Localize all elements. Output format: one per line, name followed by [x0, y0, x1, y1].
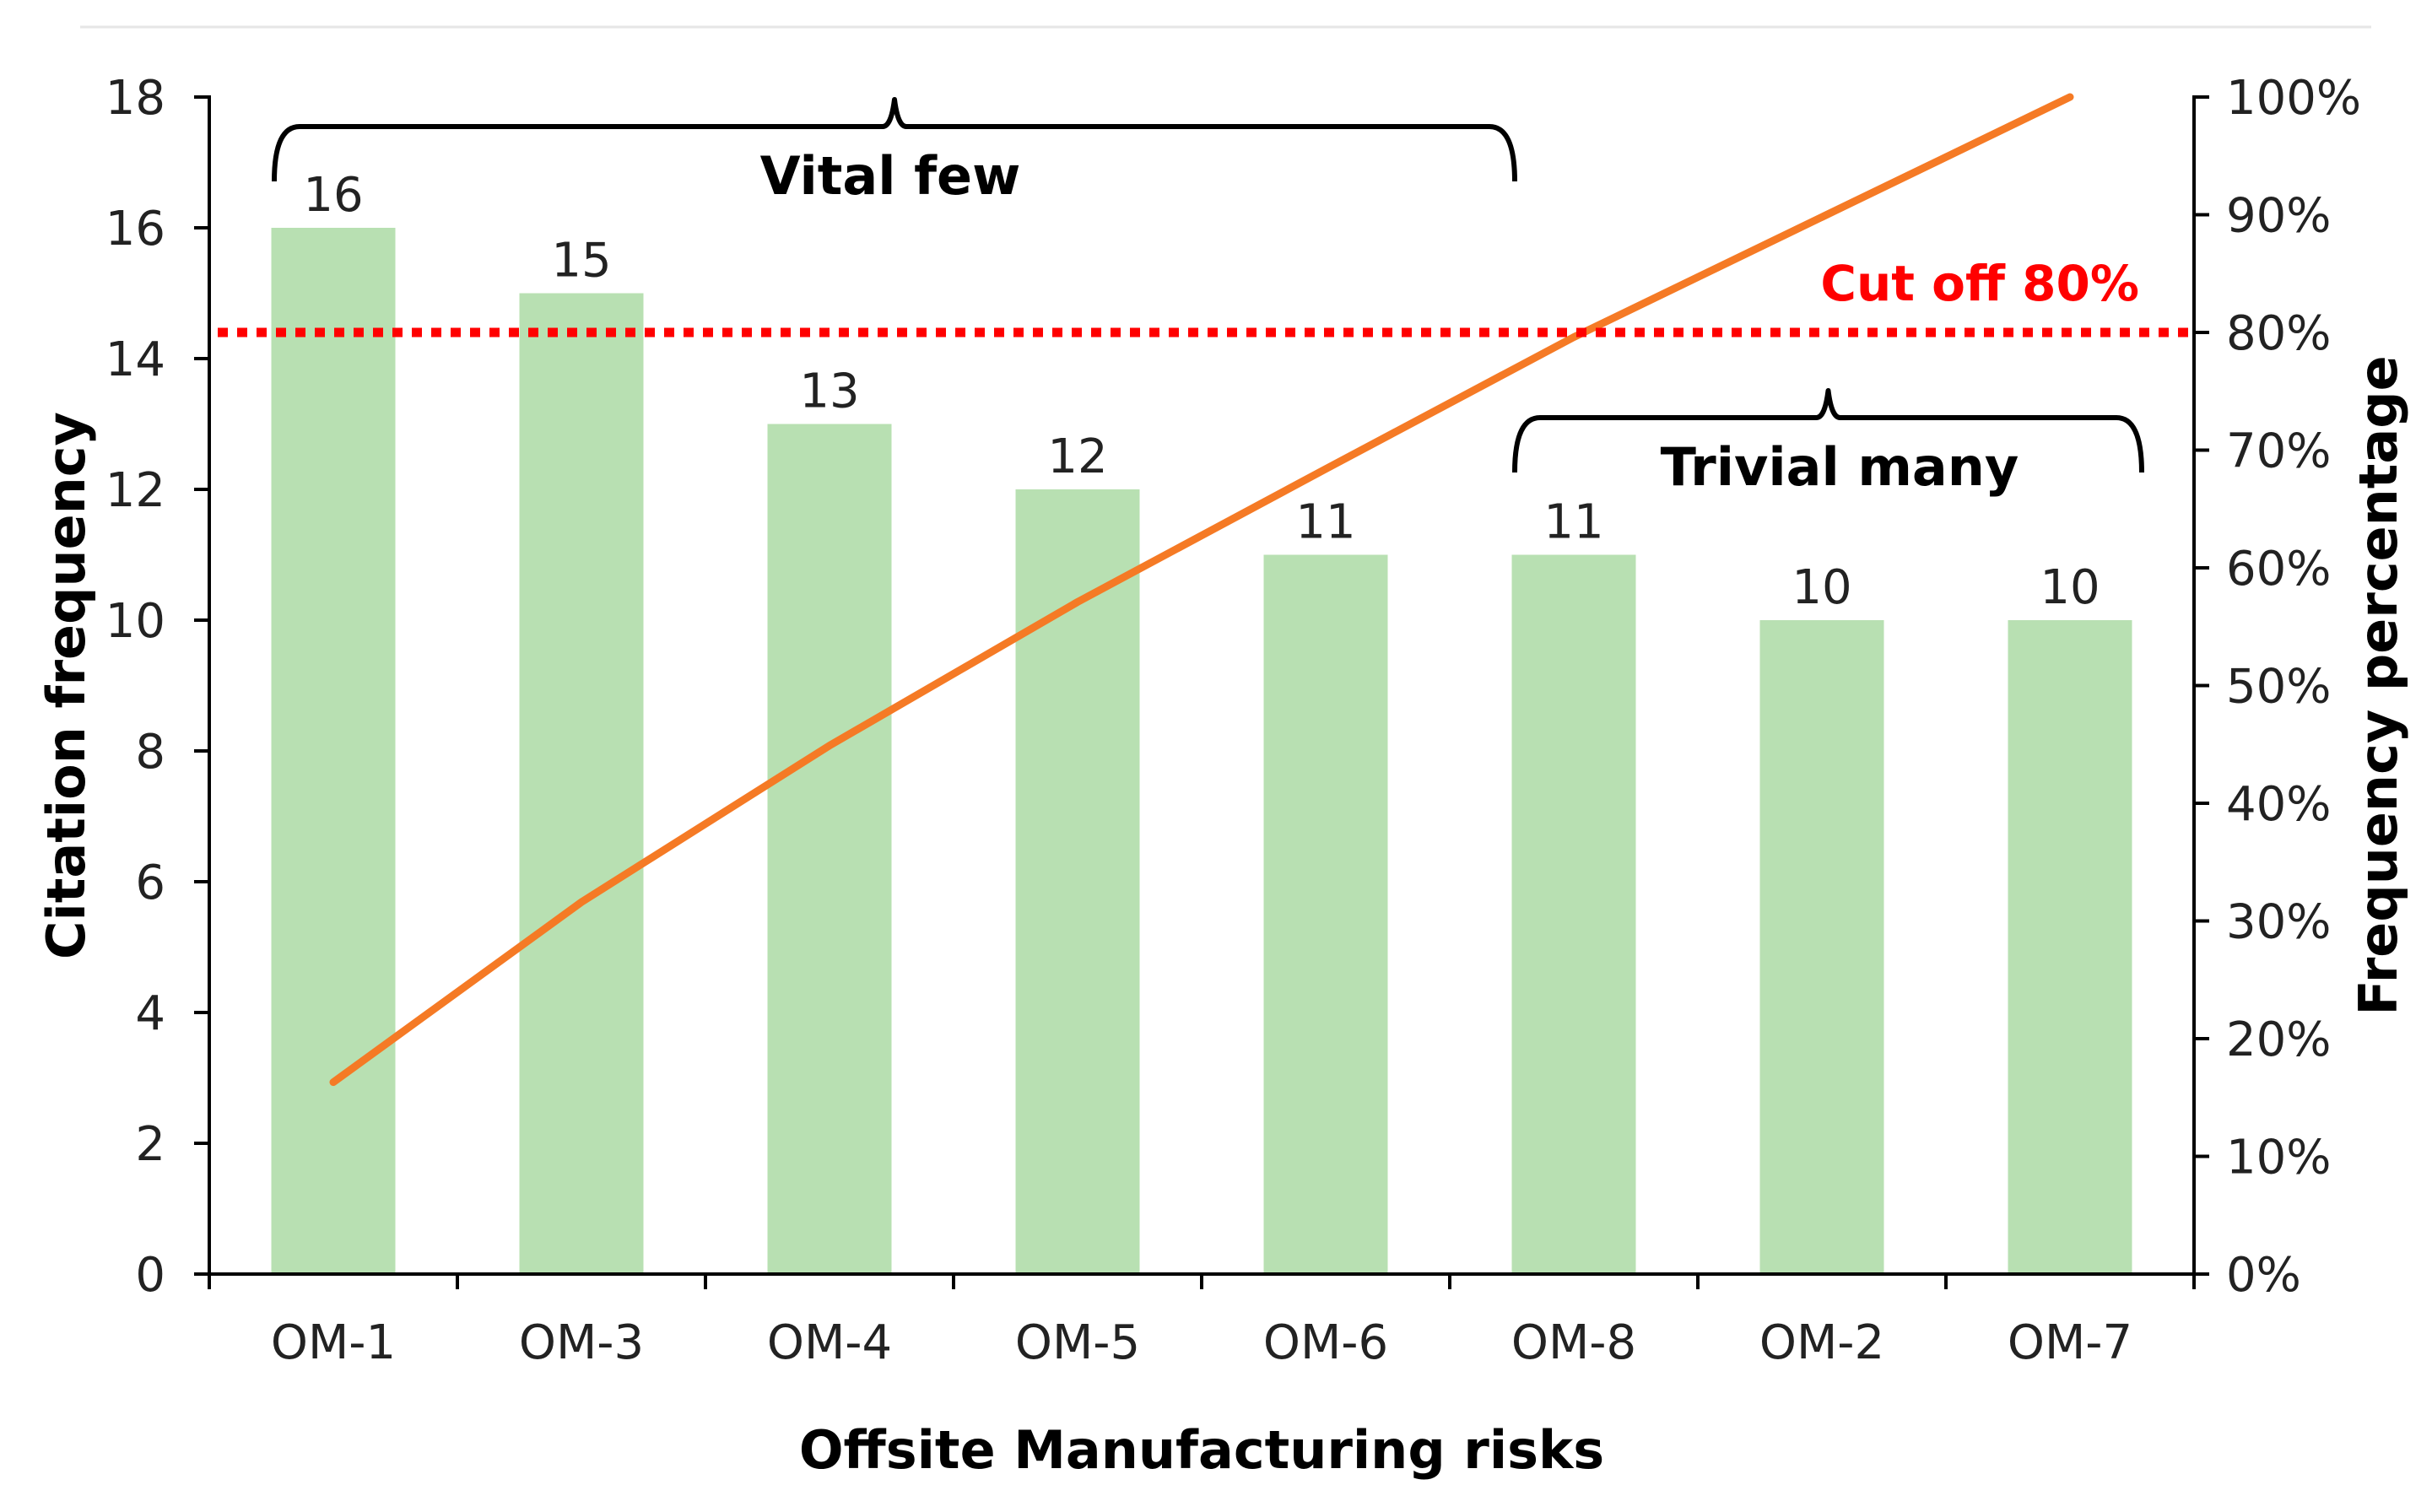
y2-axis-title: Frequency percentage: [2348, 355, 2409, 1015]
bar-OM-5: [1015, 489, 1140, 1274]
data-label-OM-5: 12: [1047, 429, 1107, 484]
data-label-OM-3: 15: [551, 234, 611, 289]
line-point-OM-6: [1324, 467, 1327, 471]
vital-few-label: Vital few: [760, 145, 1021, 207]
y-tick-label: 12: [105, 463, 165, 518]
bar-OM-3: [519, 293, 644, 1274]
bar-OM-2: [1759, 620, 1884, 1274]
line-point-OM-1: [332, 1080, 335, 1084]
x-tick-label-OM-1: OM-1: [271, 1315, 396, 1370]
line-point-OM-3: [580, 900, 583, 904]
y2-tick-label: 60%: [2226, 542, 2331, 597]
line-point-OM-5: [1076, 600, 1079, 604]
bar-OM-6: [1263, 554, 1388, 1274]
trivial-many-brace: [1512, 388, 2144, 473]
y-tick-label: 16: [105, 202, 165, 256]
trivial-many-label: Trivial many: [1661, 436, 2019, 498]
x-tick-label-OM-7: OM-7: [2008, 1315, 2132, 1370]
data-label-OM-8: 11: [1543, 495, 1603, 550]
y-tick-label: 6: [135, 856, 165, 910]
y-tick-label: 14: [105, 332, 165, 387]
vital-few-brace: [272, 97, 1517, 182]
x-tick-label-OM-4: OM-4: [767, 1315, 892, 1370]
y2-tick-label: 40%: [2226, 777, 2331, 832]
y2-tick-label: 80%: [2226, 306, 2331, 361]
x-tick-label-OM-6: OM-6: [1263, 1315, 1388, 1370]
x-tick-label-OM-5: OM-5: [1015, 1315, 1140, 1370]
data-label-OM-1: 16: [303, 168, 363, 223]
y2-tick-label: 20%: [2226, 1012, 2331, 1067]
y2-tick-label: 100%: [2226, 71, 2361, 126]
x-axis-title: Offsite Manufacturing risks: [799, 1419, 1604, 1481]
x-tick-label-OM-8: OM-8: [1511, 1315, 1636, 1370]
bar-OM-4: [767, 424, 892, 1274]
x-tick-label-OM-3: OM-3: [519, 1315, 644, 1370]
y-tick-label: 8: [135, 725, 165, 780]
data-label-OM-7: 10: [2040, 560, 2100, 615]
cumulative-line: [329, 93, 2074, 1087]
y-tick-label: 0: [135, 1248, 165, 1303]
y2-tick-label: 0%: [2226, 1248, 2301, 1303]
y-axis-title: Citation frequency: [35, 412, 97, 959]
y2-tick-label: 50%: [2226, 660, 2331, 715]
bar-OM-8: [1511, 554, 1636, 1274]
cutoff-label: Cut off 80%: [1820, 255, 2139, 312]
y-tick-label: 4: [135, 986, 165, 1041]
y-tick-label: 10: [105, 594, 165, 649]
y2-tick-label: 10%: [2226, 1131, 2331, 1185]
line-point-OM-2: [1820, 215, 1824, 219]
y2-tick-label: 30%: [2226, 895, 2331, 950]
line-point-OM-7: [2068, 95, 2072, 99]
y2-tick-label: 90%: [2226, 189, 2331, 244]
y-tick-label: 18: [105, 71, 165, 126]
x-tick-label-OM-2: OM-2: [1759, 1315, 1884, 1370]
line-point-OM-8: [1572, 335, 1575, 339]
data-label-OM-4: 13: [799, 364, 859, 419]
y2-tick-label: 70%: [2226, 424, 2331, 479]
data-label-OM-2: 10: [1792, 560, 1851, 615]
line-point-OM-4: [828, 743, 831, 748]
bar-OM-7: [2008, 620, 2132, 1274]
data-label-OM-6: 11: [1295, 495, 1355, 550]
y-tick-label: 2: [135, 1117, 165, 1172]
bar-OM-1: [271, 228, 396, 1274]
